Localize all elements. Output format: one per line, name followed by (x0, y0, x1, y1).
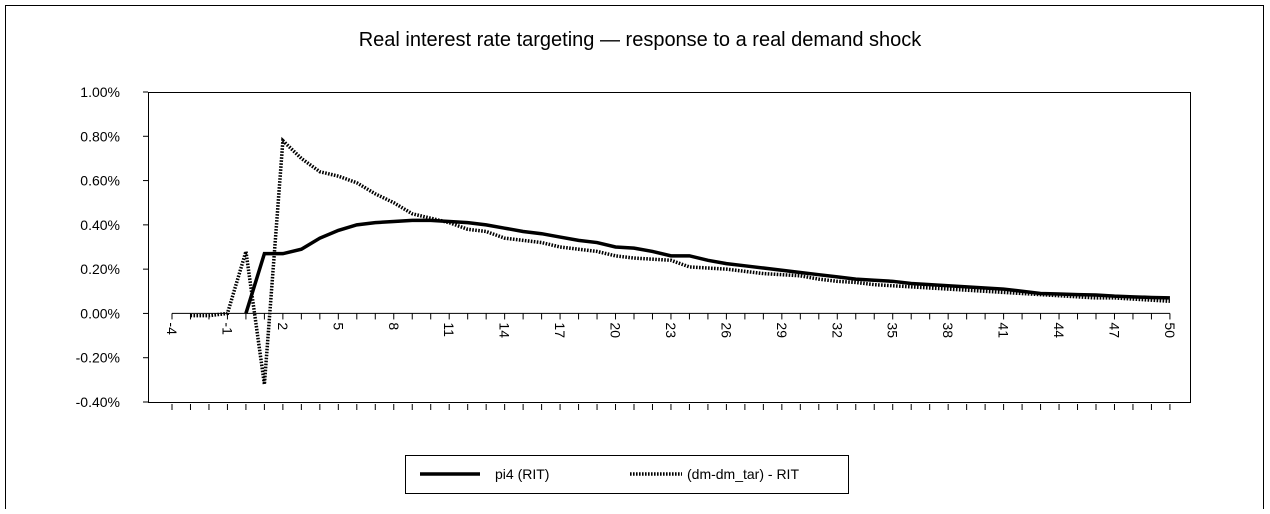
x-tick-label: 47 (1106, 322, 1122, 338)
x-tick-label: 29 (774, 322, 790, 338)
x-tick-label: -4 (164, 322, 180, 335)
legend-label: (dm-dm_tar) - RIT (687, 466, 799, 482)
x-tick-label: 17 (552, 322, 568, 338)
x-tick-label: 23 (663, 322, 679, 338)
x-tick-label: 26 (718, 322, 734, 338)
x-tick-label: -1 (219, 322, 235, 335)
x-tick-label: 38 (940, 322, 956, 338)
series-line (190, 136, 1171, 385)
x-tick-label: 2 (275, 322, 291, 330)
y-tick-label: 1.00% (80, 84, 120, 100)
x-tick-label: 50 (1162, 322, 1178, 338)
x-tick-label: 14 (497, 322, 513, 338)
x-tick-label: 5 (330, 322, 346, 330)
x-tick-label: 44 (1051, 322, 1067, 338)
y-tick-label: -0.20% (76, 350, 120, 366)
y-tick-label: 0.40% (80, 217, 120, 233)
x-tick-label: 41 (996, 322, 1012, 338)
series-line (244, 218, 1170, 314)
y-tick-label: -0.40% (76, 394, 120, 410)
x-tick-label: 32 (829, 322, 845, 338)
x-tick-label: 20 (608, 322, 624, 338)
x-tick-label: 8 (386, 322, 402, 330)
chart-title: Real interest rate targeting — response … (359, 29, 923, 51)
plot-area (148, 92, 1191, 403)
x-tick-label: 35 (885, 322, 901, 338)
y-tick-label: 0.60% (80, 173, 120, 189)
y-tick-label: 0.20% (80, 261, 120, 277)
y-tick-label: 0.00% (80, 305, 120, 321)
y-tick-label: 0.80% (80, 128, 120, 144)
x-tick-label: 11 (441, 322, 457, 337)
legend-label: pi4 (RIT) (495, 466, 549, 482)
